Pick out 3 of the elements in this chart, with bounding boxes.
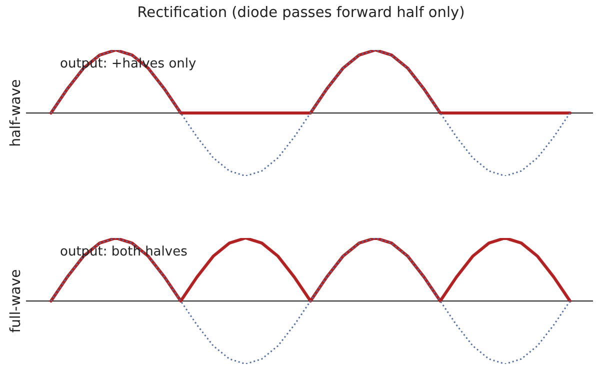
y-axis-title: half-wave	[8, 79, 24, 147]
chart-title: Rectification (diode passes forward half only)	[136, 5, 466, 21]
y-axis-title: full-wave	[8, 269, 24, 333]
